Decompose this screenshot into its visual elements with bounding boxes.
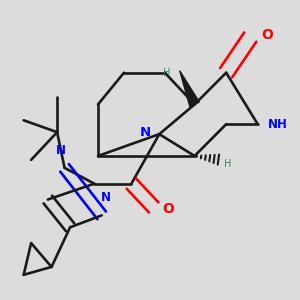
Text: O: O (163, 202, 175, 216)
Text: N: N (140, 126, 151, 139)
Text: N: N (56, 143, 66, 157)
Polygon shape (180, 71, 199, 107)
Text: NH: NH (268, 118, 288, 131)
Text: H: H (163, 68, 170, 78)
Text: O: O (261, 28, 273, 42)
Text: N: N (100, 191, 110, 204)
Text: H: H (224, 159, 232, 169)
